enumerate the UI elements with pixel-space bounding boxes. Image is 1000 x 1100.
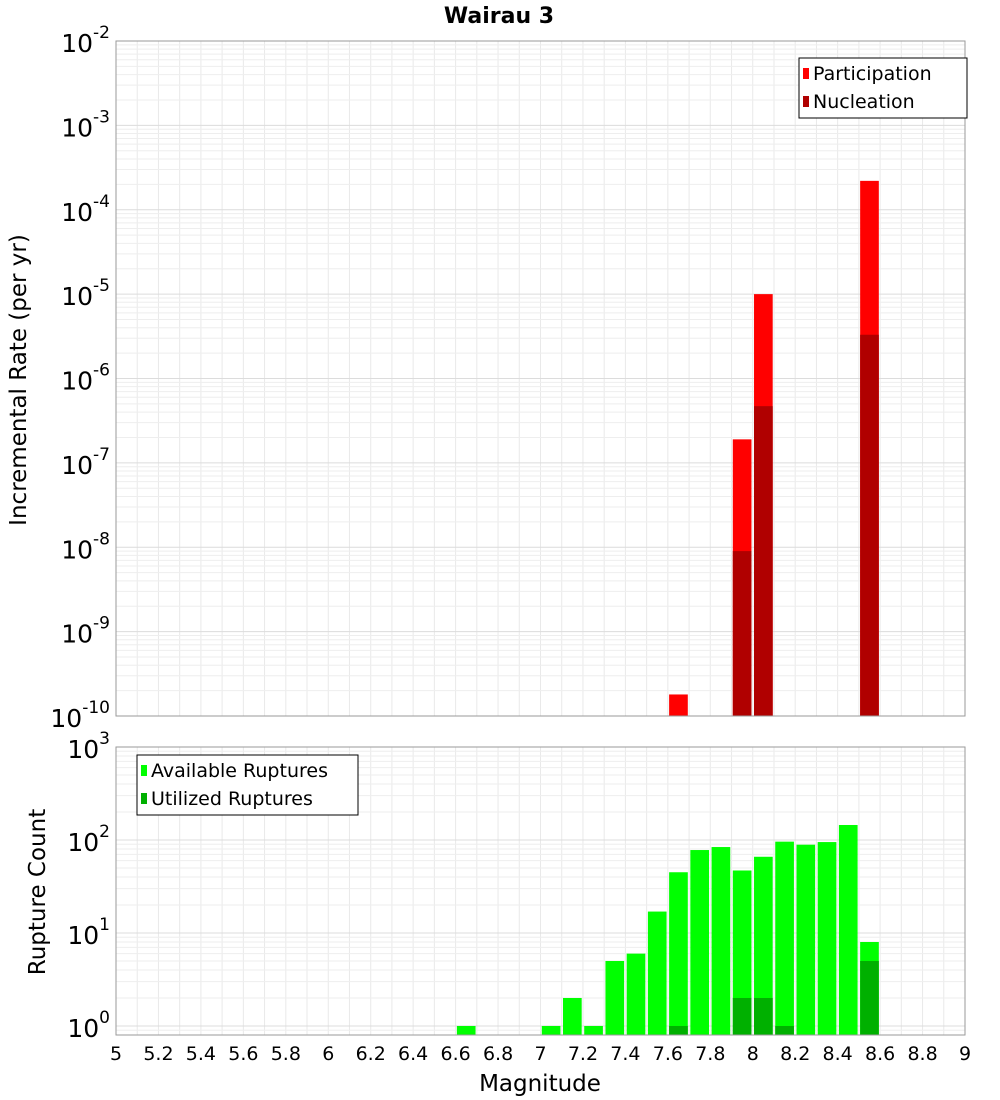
rate-bars <box>669 180 879 716</box>
x-tick-label: 5.8 <box>271 1043 301 1065</box>
rate-bar-nucleation <box>732 551 752 716</box>
x-tick-label: 7.2 <box>568 1043 598 1065</box>
x-tick-label: 7.8 <box>695 1043 725 1065</box>
count-bar-available-ruptures <box>817 842 837 1035</box>
rate-bar-nucleation <box>860 334 879 716</box>
x-tick-label: 6.2 <box>356 1043 386 1065</box>
x-tick-label: 6.6 <box>440 1043 470 1065</box>
count-bar-available-ruptures <box>775 841 794 1035</box>
count-bar-available-ruptures <box>754 856 773 1035</box>
count-y-tick-labels: 103 102 101 100 <box>67 729 110 1043</box>
x-tick-label: 6.4 <box>398 1043 428 1065</box>
rate-legend-swatch <box>803 68 809 79</box>
rate-legend-label: Nucleation <box>813 91 915 113</box>
count-bar-available-ruptures <box>605 960 625 1035</box>
count-y-tick-label: 100 <box>67 1008 110 1043</box>
rate-y-tick-label: 10-4 <box>61 192 110 227</box>
x-axis-label: Magnitude <box>479 1071 601 1097</box>
rate-y-tick-label: 10-2 <box>61 23 110 58</box>
rate-y-tick-label: 10-10 <box>50 698 110 733</box>
rate-y-tick-label: 10-5 <box>61 276 110 311</box>
count-bar-available-ruptures <box>669 872 688 1035</box>
rate-y-tick-label: 10-8 <box>61 529 110 564</box>
x-tick-label: 8.4 <box>823 1043 853 1065</box>
count-plot-frame <box>115 746 966 1036</box>
rate-bar-nucleation <box>754 406 773 716</box>
count-x-tick-labels: 5 5.2 5.4 5.6 5.8 6 6.2 6.4 6.6 6.8 7 7.2 7.4 7.6 7.8 8… <box>110 1043 971 1065</box>
count-bar-utilized-ruptures <box>732 997 752 1035</box>
chart-title: Wairau 3 <box>444 4 554 29</box>
count-legend-swatch <box>141 765 147 776</box>
x-tick-label: 5.6 <box>228 1043 258 1065</box>
count-y-axis-label: Rupture Count <box>25 809 51 975</box>
x-tick-label: 5 <box>110 1043 122 1065</box>
count-legend: Available Ruptures Utilized Ruptures <box>136 754 359 816</box>
count-y-tick-label: 103 <box>67 729 110 764</box>
rate-legend-box <box>798 57 968 119</box>
x-tick-label: 7.6 <box>653 1043 683 1065</box>
count-bar-utilized-ruptures <box>860 960 879 1035</box>
rate-y-axis-label: Incremental Rate (per yr) <box>6 234 32 526</box>
count-bar-available-ruptures <box>456 1025 476 1035</box>
count-legend-label: Available Ruptures <box>151 760 328 782</box>
count-legend-label: Utilized Ruptures <box>151 788 313 810</box>
x-tick-label: 5.2 <box>143 1043 173 1065</box>
count-bar-utilized-ruptures <box>669 1025 688 1035</box>
x-tick-label: 9 <box>959 1043 971 1065</box>
rate-legend-label: Participation <box>813 63 932 85</box>
x-tick-label: 7.4 <box>610 1043 640 1065</box>
count-bar-available-ruptures <box>690 850 710 1035</box>
rate-legend: Participation Nucleation <box>798 57 968 119</box>
rate-legend-swatch <box>803 96 809 107</box>
count-bars <box>456 824 879 1035</box>
rate-y-tick-label: 10-6 <box>61 361 110 396</box>
rate-grid <box>115 40 966 717</box>
rate-panel: 10-2 10-3 10-4 10-5 10-6 10-7 10-8 10-9 10-10 In… <box>6 23 968 733</box>
count-bar-utilized-ruptures <box>754 997 773 1035</box>
count-bar-available-ruptures <box>562 997 582 1035</box>
x-tick-label: 8.6 <box>865 1043 895 1065</box>
count-bar-available-ruptures <box>711 847 731 1035</box>
count-y-tick-label: 101 <box>67 915 110 950</box>
rate-plot-frame <box>115 40 966 717</box>
x-tick-label: 8.8 <box>907 1043 937 1065</box>
count-bar-available-ruptures <box>584 1025 603 1035</box>
rate-bar-participation <box>669 694 688 716</box>
count-bar-utilized-ruptures <box>775 1025 794 1035</box>
count-bar-available-ruptures <box>796 844 816 1035</box>
count-legend-box <box>136 754 359 816</box>
x-tick-label: 5.4 <box>186 1043 216 1065</box>
count-bar-available-ruptures <box>541 1025 561 1035</box>
x-tick-label: 6 <box>322 1043 334 1065</box>
count-legend-swatch <box>141 793 147 804</box>
x-tick-label: 6.8 <box>483 1043 513 1065</box>
count-bar-available-ruptures <box>626 953 646 1035</box>
x-tick-label: 7 <box>534 1043 546 1065</box>
x-tick-label: 8.2 <box>780 1043 810 1065</box>
count-bar-available-ruptures <box>647 911 667 1035</box>
count-bar-available-ruptures <box>732 870 752 1035</box>
count-panel: 103 102 101 100 5 5.2 5.4 5.6 5.8 6 6.2 6.4 6.6 6.8 7… <box>25 729 971 1097</box>
count-bar-available-ruptures <box>838 824 858 1035</box>
rate-y-tick-labels: 10-2 10-3 10-4 10-5 10-6 10-7 10-8 10-9 10-10 <box>50 23 110 733</box>
x-tick-label: 8 <box>747 1043 759 1065</box>
rate-y-tick-label: 10-3 <box>61 107 110 142</box>
rate-y-tick-label: 10-9 <box>61 614 110 649</box>
rate-y-tick-label: 10-7 <box>61 445 110 480</box>
count-y-tick-label: 102 <box>67 822 110 857</box>
